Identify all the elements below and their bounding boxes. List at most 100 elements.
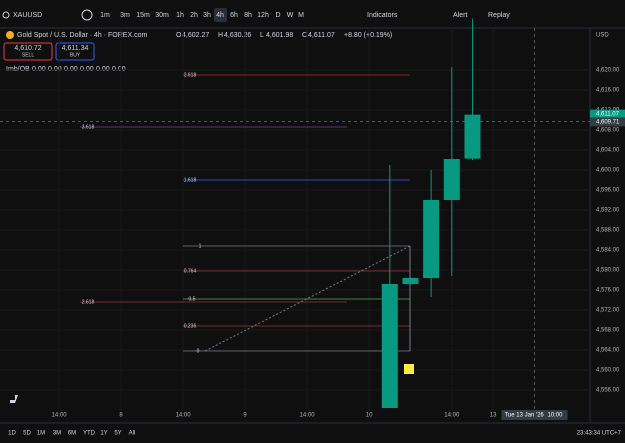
x-tick-label: 8 [119, 413, 123, 419]
range-button[interactable]: 1Y [100, 431, 107, 437]
ohlc-value: 4,630.26 [224, 32, 251, 39]
indicator-value: 0.00 [48, 66, 62, 73]
interval-button[interactable]: 15m [136, 12, 150, 19]
last-price-label: 4,611.07 [596, 112, 620, 118]
y-tick-label: 4,588.00 [596, 228, 620, 234]
tv-logo [10, 395, 18, 403]
y-tick-label: 4,576.00 [596, 288, 620, 294]
ohlc-value: 4,601.98 [266, 32, 293, 39]
toolbar-button[interactable]: Alert [453, 12, 467, 19]
range-button[interactable]: 1D [8, 431, 16, 437]
interval-button[interactable]: 30m [155, 12, 169, 19]
x-tick-label: 14:00 [300, 413, 316, 419]
y-tick-label: 4,592.00 [596, 208, 620, 214]
fib-label: 2.618 [184, 72, 197, 78]
compare-icon[interactable] [81, 9, 93, 21]
indicator-value: 0.00 [32, 66, 46, 73]
fib-label: 0.5 [189, 296, 196, 302]
fib-label: 1.618 [184, 177, 197, 183]
sell-label[interactable]: SELL [22, 52, 34, 58]
y-tick-label: 4,616.00 [596, 88, 620, 94]
crosshair-date: Tue 13 Jan '26 [504, 413, 544, 419]
y-tick-label: 4,596.00 [596, 188, 620, 194]
legend-change: +8.80 (+0.19%) [344, 32, 392, 39]
candle-body [402, 278, 419, 284]
interval-button[interactable]: 1h [176, 12, 184, 19]
crosshair-time-tag [501, 410, 568, 420]
fib-label: 0.764 [184, 268, 197, 274]
interval-button[interactable]: 3h [203, 12, 211, 19]
active-interval-bg [214, 8, 227, 22]
indicator-name: Imb/OB [6, 66, 30, 73]
interval-button[interactable]: 4h [216, 12, 224, 19]
interval-button[interactable]: 6h [230, 12, 238, 19]
ohlc-value: 4,602.27 [182, 32, 209, 39]
crosshair-tag [590, 117, 625, 127]
interval-button[interactable]: W [287, 12, 294, 19]
indicator-value: 0.00 [64, 66, 78, 73]
toolbar-button[interactable]: Indicators [367, 12, 398, 19]
candle-body [381, 284, 398, 408]
search-icon[interactable] [2, 11, 10, 19]
fib-label: 0 [197, 348, 200, 354]
symbol[interactable]: XAUUSD [13, 12, 42, 19]
toolbar-button[interactable]: Replay [488, 12, 510, 19]
candle-body [464, 114, 481, 159]
marker [404, 364, 414, 374]
y-tick-label: 4,608.00 [596, 128, 620, 134]
interval-button[interactable]: 8h [244, 12, 252, 19]
interval-button[interactable]: D [275, 12, 280, 19]
indicator-value: 0.00 [80, 66, 94, 73]
range-button[interactable]: YTD [83, 431, 96, 437]
indicator-value: 0.00 [112, 66, 126, 73]
ohlc-value: 4,611.07 [308, 32, 335, 39]
interval-button[interactable]: 12h [257, 12, 269, 19]
y-tick-label: 4,620.00 [596, 68, 620, 74]
y-tick-label: 4,584.00 [596, 248, 620, 254]
legend-title: Gold Spot / U.S. Dollar · 4h · FOREX.com [17, 32, 147, 39]
range-button[interactable]: 3M [53, 431, 61, 437]
x-tick-label: 14:00 [52, 413, 68, 419]
crosshair-time: 10:00 [547, 413, 563, 419]
fib-label: 2.618 [82, 299, 95, 305]
y-tick-label: 4,556.00 [596, 388, 620, 394]
y-tick-label: 4,564.00 [596, 348, 620, 354]
range-button[interactable]: 5D [23, 431, 31, 437]
sell-box[interactable] [3, 42, 53, 61]
clock: 23:43:34 UTC+7 [577, 431, 622, 437]
ohlc-key: C [302, 32, 307, 39]
y-tick-label: 4,560.00 [596, 368, 620, 374]
fib-label: 1 [199, 243, 202, 249]
fib-label: 3.618 [82, 124, 95, 130]
range-button[interactable]: 1M [37, 431, 45, 437]
candle-body [423, 200, 440, 278]
x-tick-label: 10 [366, 413, 373, 419]
range-button[interactable]: 5Y [114, 431, 121, 437]
sell-price[interactable]: 4,610.72 [14, 45, 41, 52]
crosshair-price: 4,609.71 [596, 120, 620, 126]
indicator-value: 0.00 [96, 66, 110, 73]
candle-body [443, 159, 460, 200]
range-button[interactable]: All [129, 431, 136, 437]
buy-price[interactable]: 4,611.34 [62, 45, 89, 52]
symbol-icon [6, 31, 14, 39]
ohlc-key: O [176, 32, 182, 39]
fib-label: 0.236 [184, 323, 197, 329]
ohlc-key: L [260, 32, 264, 39]
last-price-tag [590, 109, 625, 119]
interval-button[interactable]: 3m [120, 12, 130, 19]
buy-label[interactable]: BUY [70, 52, 81, 58]
x-tick-label: 13 [490, 413, 497, 419]
y-tick-label: 4,572.00 [596, 308, 620, 314]
y-tick-label: 4,604.00 [596, 148, 620, 154]
y-tick-label: 4,600.00 [596, 168, 620, 174]
range-button[interactable]: 6M [68, 431, 76, 437]
price-axis-unit: USD [596, 33, 609, 39]
buy-box[interactable] [55, 42, 95, 61]
interval-button[interactable]: M [298, 12, 304, 19]
interval-button[interactable]: 2h [190, 12, 198, 19]
interval-button[interactable]: 1m [100, 12, 110, 19]
